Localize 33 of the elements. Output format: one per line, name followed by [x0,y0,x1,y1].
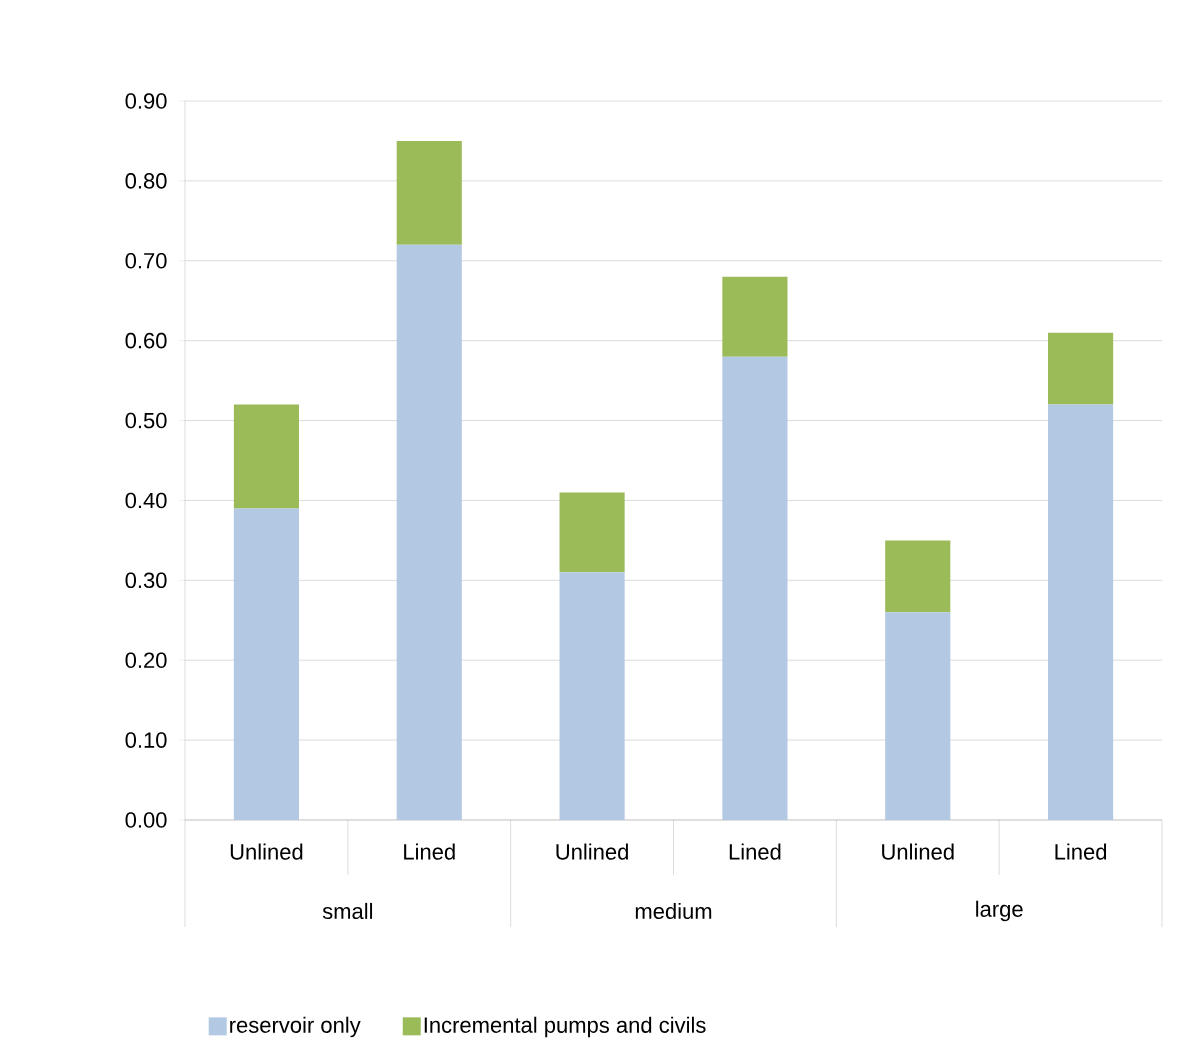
x-tick-label: Unlined [882,843,954,860]
bar [885,612,951,820]
x-tick-label: Unlined [556,843,628,860]
y-tick-label: 0.30 [125,572,167,589]
bar [1048,404,1114,820]
bar [559,492,625,573]
x-tick-label: Lined [729,843,781,860]
x-tick-label: Lined [404,843,455,860]
y-tick-label: 0.60 [125,332,167,349]
y-tick-label: 0.50 [125,412,167,429]
text: large [976,900,1023,922]
y-tick-label: 0.20 [125,652,167,669]
bar [233,508,299,820]
legend-label: Incremental pumps and civils [424,1016,706,1038]
x-tick-label: Lined [1055,843,1107,860]
bar [1048,332,1114,405]
y-tick-label: 0.10 [125,732,167,748]
bar [559,572,625,820]
bar [233,404,299,509]
text: small [322,902,373,920]
bar [722,356,788,820]
y-tick-label: 0.40 [125,492,167,509]
text: medium [635,902,712,920]
y-tick-label: 0.80 [125,173,167,189]
legend-label: reservoir only [230,1016,361,1038]
bar [885,540,951,613]
y-tick-label: 0.90 [125,93,167,109]
bar [722,276,788,357]
y-tick-label: 0.00 [125,812,167,828]
x-tick-label: Unlined [230,843,303,860]
y-tick-label: 0.70 [125,252,167,269]
bar [396,244,462,820]
bar [396,140,462,245]
